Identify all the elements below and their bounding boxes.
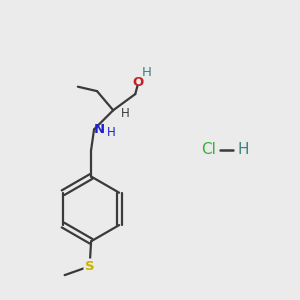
Text: S: S [85,260,94,273]
Text: Cl: Cl [202,142,216,158]
Text: H: H [237,142,248,158]
Text: N: N [94,123,105,136]
Text: H: H [107,126,116,140]
Text: H: H [142,66,152,80]
Text: H: H [121,107,130,120]
Text: O: O [132,76,143,89]
